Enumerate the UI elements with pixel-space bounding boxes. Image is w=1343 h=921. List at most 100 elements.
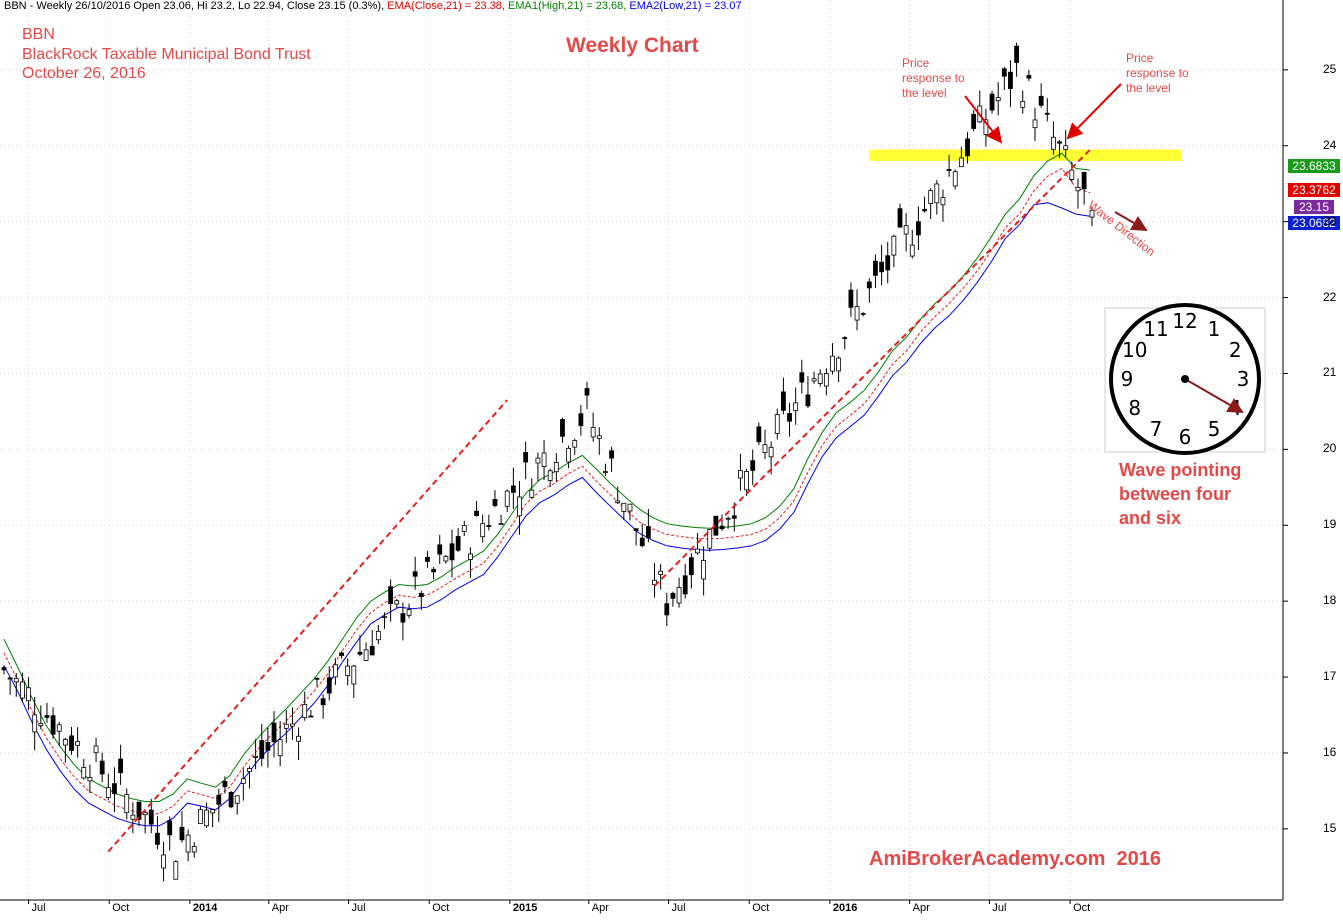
candle bbox=[934, 180, 940, 215]
candle-body bbox=[161, 854, 166, 869]
candle-body bbox=[240, 778, 246, 784]
ema-low-readout: EMA2(Low,21) = 23.07 bbox=[629, 0, 742, 12]
candle-body bbox=[283, 723, 289, 729]
clock-number: 3 bbox=[1237, 367, 1250, 391]
candle bbox=[332, 658, 338, 685]
candle-body bbox=[277, 739, 283, 757]
candle bbox=[780, 377, 786, 415]
candle-body bbox=[81, 767, 87, 779]
candle-body bbox=[627, 503, 633, 512]
candle-body bbox=[455, 536, 461, 551]
chart-date: October 26, 2016 bbox=[22, 65, 146, 82]
candle bbox=[1, 665, 7, 675]
tag-ema-high: 23.6833 bbox=[1288, 159, 1340, 173]
candle-body bbox=[290, 723, 295, 727]
y-tick-label: 19 bbox=[1323, 517, 1337, 532]
candle-body bbox=[326, 677, 332, 694]
clock-number: 6 bbox=[1179, 425, 1192, 449]
candle-body bbox=[940, 197, 946, 206]
candle bbox=[965, 132, 970, 164]
candle bbox=[811, 371, 817, 384]
candle-body bbox=[357, 651, 363, 655]
candle-body bbox=[7, 677, 13, 680]
clock-number: 9 bbox=[1121, 367, 1134, 391]
candle-body bbox=[707, 529, 713, 549]
candle-body bbox=[958, 157, 964, 168]
candle-body bbox=[750, 460, 756, 471]
candle bbox=[928, 188, 934, 220]
candle-body bbox=[124, 794, 130, 814]
candle-body bbox=[197, 809, 203, 824]
candle bbox=[621, 502, 627, 521]
candle bbox=[443, 554, 449, 564]
candle-body bbox=[308, 715, 314, 718]
candle bbox=[596, 427, 602, 455]
annotation-price-response-right: Price response to the level bbox=[1126, 51, 1189, 95]
candle-body bbox=[897, 208, 903, 228]
candle bbox=[1026, 69, 1032, 82]
candle bbox=[369, 630, 375, 656]
candle bbox=[222, 776, 228, 794]
candle bbox=[676, 577, 682, 608]
candle bbox=[345, 658, 351, 686]
candle-body bbox=[879, 261, 884, 273]
candle bbox=[560, 417, 565, 443]
x-tick-label: Apr bbox=[271, 902, 289, 914]
candle bbox=[32, 697, 38, 751]
x-tick-label: Apr bbox=[591, 902, 609, 914]
clock-hand bbox=[1184, 378, 1244, 413]
candle bbox=[99, 752, 105, 783]
candle-body bbox=[480, 523, 486, 538]
candle-body bbox=[62, 738, 68, 746]
candle-body bbox=[719, 525, 725, 530]
candle-body bbox=[99, 760, 105, 775]
candle-body bbox=[339, 652, 344, 656]
candle-body bbox=[541, 452, 547, 467]
candle bbox=[431, 567, 436, 580]
clock-number: 8 bbox=[1128, 396, 1141, 420]
candle bbox=[952, 169, 958, 190]
clock-number: 11 bbox=[1143, 317, 1168, 341]
candle bbox=[425, 551, 430, 568]
candle-body bbox=[498, 523, 504, 525]
candle-body bbox=[744, 471, 749, 491]
x-tick-label: Jul bbox=[992, 902, 1007, 914]
candle bbox=[922, 196, 927, 213]
y-tick-label: 24 bbox=[1323, 137, 1337, 152]
candle bbox=[645, 508, 651, 543]
candle bbox=[498, 514, 504, 525]
candle-body bbox=[105, 787, 111, 799]
y-tick-label: 18 bbox=[1323, 593, 1337, 608]
candle-body bbox=[529, 489, 535, 498]
candle bbox=[339, 651, 344, 659]
candle bbox=[535, 452, 541, 481]
candle-body bbox=[234, 795, 240, 804]
candle-body bbox=[32, 714, 38, 733]
candle-body bbox=[222, 780, 228, 788]
candle bbox=[517, 480, 522, 535]
candle-body bbox=[492, 498, 498, 506]
candle-body bbox=[431, 568, 436, 573]
candle-body bbox=[971, 113, 977, 129]
candle bbox=[167, 816, 173, 851]
candle-body bbox=[474, 510, 479, 516]
series-line-ema-low bbox=[3, 202, 1091, 827]
candle-body bbox=[682, 575, 688, 595]
candle-body bbox=[989, 93, 995, 111]
candle bbox=[940, 189, 946, 222]
candle-body bbox=[695, 548, 700, 554]
candle-body bbox=[69, 735, 74, 751]
annotation-wave-pointing: Wave pointing between four and six bbox=[1119, 460, 1242, 528]
candle-body bbox=[566, 448, 572, 463]
annotation-price-response-left: Price response to the level bbox=[902, 56, 965, 100]
candle bbox=[529, 478, 535, 499]
ema-close-readout: EMA(Close,21) = 23.38, bbox=[387, 0, 505, 12]
candle-body bbox=[787, 413, 792, 422]
arrow-wave-direction bbox=[1114, 211, 1148, 232]
candle bbox=[461, 520, 467, 537]
candle-body bbox=[148, 809, 154, 825]
candle-body bbox=[639, 537, 645, 547]
chart-title: Weekly Chart bbox=[566, 34, 699, 57]
candle bbox=[744, 468, 749, 497]
candle bbox=[62, 737, 68, 763]
